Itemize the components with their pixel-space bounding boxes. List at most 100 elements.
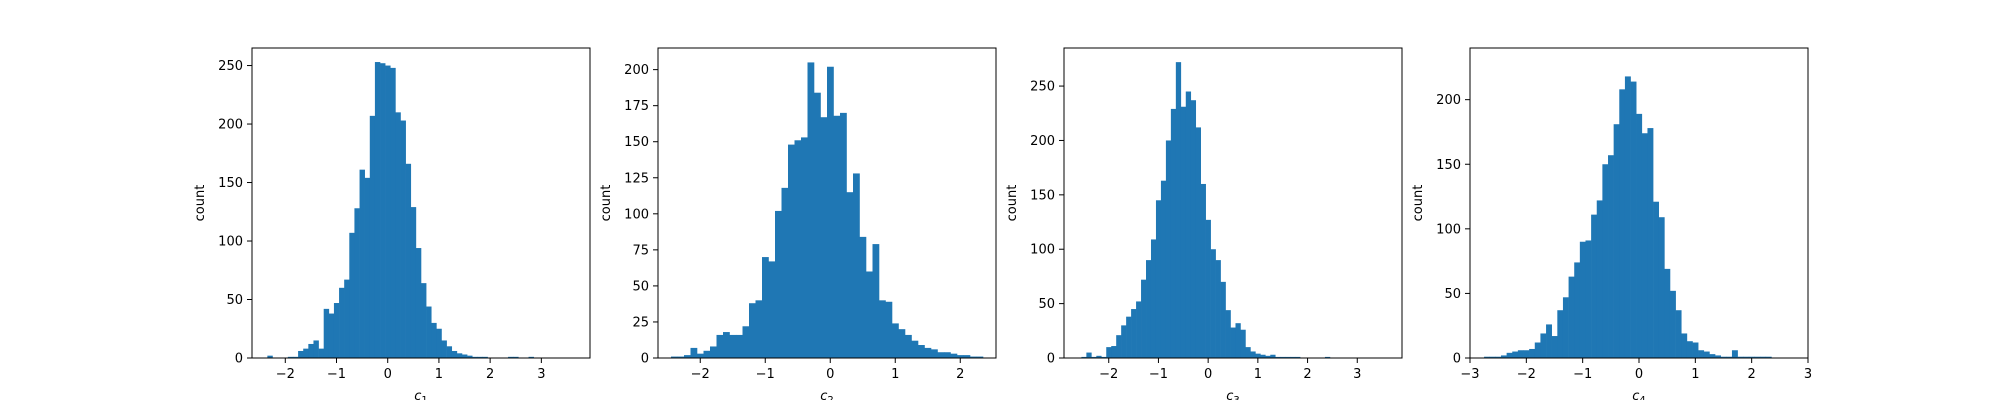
histogram-bar — [456, 353, 463, 358]
x-tick-label: −1 — [1149, 367, 1168, 382]
histogram-bar — [1636, 113, 1643, 359]
histogram-bar — [431, 322, 437, 358]
x-tick-label: 3 — [537, 367, 545, 382]
histogram-bar — [742, 326, 750, 358]
panel-2: −2 −1 0 1 2 0 25 50 75 100 125 150 175 200 c2 count — [599, 47, 997, 400]
histogram-bar — [1185, 91, 1192, 358]
histogram-bar — [1190, 100, 1197, 359]
histogram-bar — [292, 356, 299, 358]
histogram-bar — [477, 356, 483, 358]
histogram-bar — [1295, 356, 1301, 358]
x-tick-label: 3 — [1353, 367, 1361, 382]
histogram-bar — [364, 177, 371, 358]
histogram-bar — [1121, 325, 1127, 358]
y-tick-label: 200 — [218, 118, 243, 133]
histogram-bar — [1709, 354, 1716, 359]
histogram-bar — [1136, 301, 1142, 358]
histogram-bar — [436, 328, 442, 358]
histogram-bar — [703, 350, 711, 358]
histogram-bar — [820, 117, 828, 359]
histogram-bar — [1731, 350, 1738, 358]
histogram-bar — [1619, 89, 1626, 358]
x-tick-label: 0 — [1635, 367, 1643, 382]
histogram-bar — [950, 353, 958, 358]
histogram-bar — [333, 303, 340, 358]
axes-frame — [251, 47, 591, 359]
histogram-bar — [814, 92, 821, 358]
y-tick-label: 0 — [1047, 352, 1055, 367]
histogram-bar — [1743, 356, 1750, 358]
x-axis-label: c3 — [1226, 389, 1240, 400]
histogram-bar — [467, 355, 473, 358]
histogram-bar — [872, 244, 880, 358]
x-tick-label: 0 — [1204, 367, 1212, 382]
histogram-bar — [1180, 106, 1187, 359]
histogram-bar — [1290, 356, 1296, 358]
histogram-bar — [1748, 356, 1755, 358]
y-axis-label: count — [599, 185, 614, 222]
histogram-bar — [359, 169, 365, 358]
axes-frame — [657, 47, 997, 359]
histogram-bar — [957, 355, 964, 358]
histogram-bar — [1506, 352, 1513, 358]
y-axis-label: count — [1411, 185, 1426, 222]
histogram-bar — [781, 187, 789, 358]
histogram-bar — [879, 300, 886, 358]
histogram-bar — [1106, 347, 1112, 358]
x-tick-label: 0 — [826, 367, 834, 382]
histogram-bar — [931, 349, 938, 358]
histogram-bar — [1669, 290, 1676, 358]
x-axis-label-subscript: 4 — [1639, 395, 1645, 400]
histogram-bar — [308, 343, 314, 358]
histogram-bar — [313, 340, 319, 358]
histogram-bar — [1101, 356, 1107, 358]
histogram-bar — [1664, 268, 1671, 359]
histogram-bar — [1116, 335, 1122, 358]
histogram-bar — [944, 352, 951, 358]
histogram-bar — [1675, 310, 1682, 358]
histogram-bar — [866, 271, 873, 358]
histogram-bar — [1489, 356, 1496, 358]
y-axis-label: count — [1005, 185, 1020, 222]
histogram-bar — [1630, 81, 1637, 358]
histogram-bar — [421, 283, 427, 358]
histogram-bar — [1240, 329, 1246, 358]
histogram-bar — [716, 334, 724, 358]
histogram-bar — [1235, 323, 1241, 358]
histogram-bar — [1737, 356, 1744, 358]
histogram-bar — [1150, 239, 1157, 358]
y-tick-label: 0 — [1453, 352, 1461, 367]
histogram-bar — [892, 323, 899, 358]
x-tick-label: 1 — [435, 367, 443, 382]
x-tick-label: −3 — [1460, 367, 1479, 382]
x-tick-label: 3 — [1804, 367, 1812, 382]
y-tick-label: 150 — [218, 176, 243, 191]
y-tick-label: 25 — [632, 315, 649, 330]
x-tick-label: −1 — [327, 367, 346, 382]
histogram-bar — [405, 163, 412, 358]
histogram-bar — [762, 257, 769, 358]
x-tick-label: 2 — [1748, 367, 1756, 382]
panel-1: −2 −1 0 1 2 3 0 50 100 150 200 250 c1 count — [193, 47, 591, 400]
y-tick-label: 50 — [1038, 297, 1055, 312]
histogram-bar — [461, 354, 468, 358]
histogram-bar — [318, 348, 324, 358]
x-tick-label: 2 — [1303, 367, 1311, 382]
y-tick-label: 200 — [1030, 134, 1055, 149]
histogram-bar — [426, 306, 432, 358]
y-tick-label: 100 — [624, 207, 649, 222]
histogram-bar — [349, 232, 355, 358]
histogram-bar — [1726, 356, 1733, 358]
histogram-bar — [1641, 133, 1648, 358]
panel-4: −3 −2 −1 0 1 2 3 0 50 100 150 200 c4 count — [1411, 47, 1812, 400]
histogram-bar — [369, 115, 376, 358]
histogram-bar — [1703, 351, 1710, 358]
x-tick-label: −2 — [691, 367, 710, 382]
histogram-bar — [684, 355, 691, 358]
histogram-bar — [1260, 354, 1266, 358]
histogram-bar — [801, 137, 808, 358]
y-tick-label: 250 — [1030, 80, 1055, 95]
histogram-bar — [976, 356, 984, 358]
y-tick-label: 200 — [624, 63, 649, 78]
histogram-bar — [1285, 356, 1291, 358]
